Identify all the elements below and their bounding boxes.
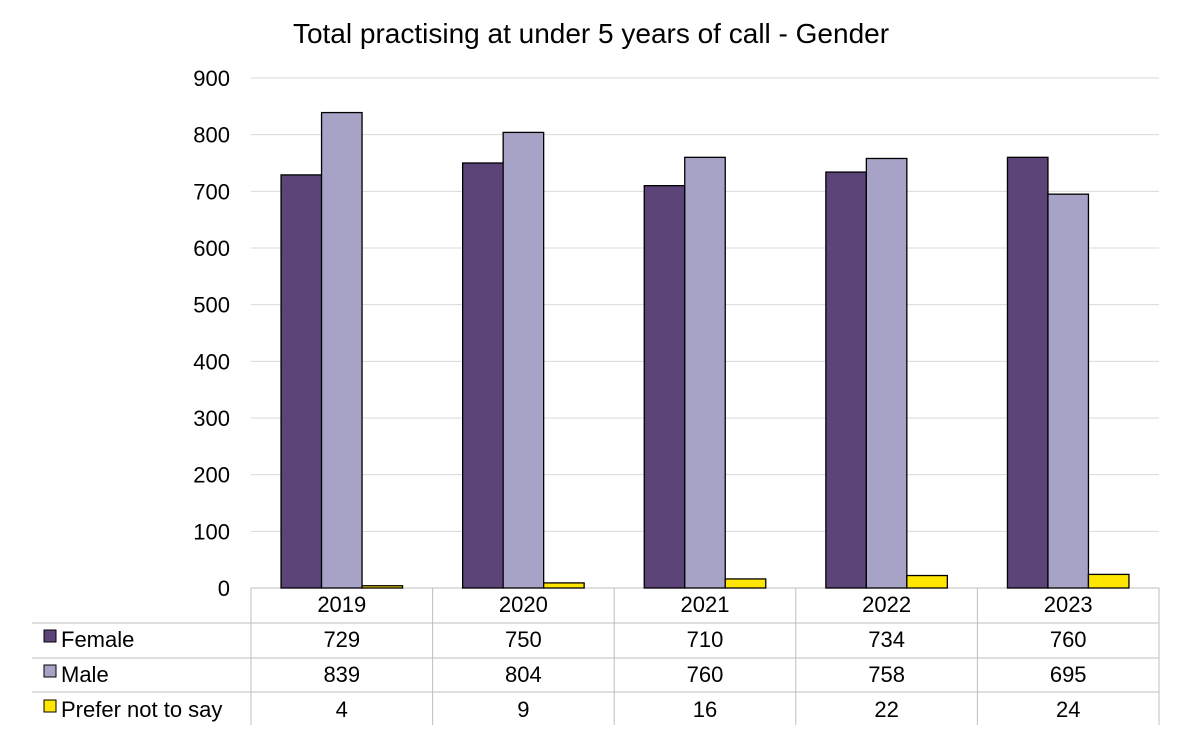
- data-label: 758: [868, 662, 905, 687]
- legend-key-male: [43, 664, 57, 678]
- y-tick-label: 500: [193, 293, 230, 318]
- bar-prefer-not-to-say-2023: [1087, 573, 1130, 589]
- legend-label: Male: [61, 662, 109, 687]
- legend-key-female: [43, 629, 57, 643]
- x-tick-label: 2023: [1044, 592, 1093, 617]
- x-tick-label: 2021: [681, 592, 730, 617]
- data-label: 16: [693, 697, 717, 722]
- bar-prefer-not-to-say-2021: [724, 578, 767, 589]
- y-tick-label: 100: [193, 519, 230, 544]
- data-label: 760: [687, 662, 724, 687]
- y-tick-label: 900: [193, 66, 230, 91]
- data-label: 4: [336, 697, 348, 722]
- bar-female-2022: [825, 171, 867, 589]
- chart-title: Total practising at under 5 years of cal…: [293, 18, 889, 49]
- data-label: 760: [1050, 627, 1087, 652]
- bar-prefer-not-to-say-2020: [543, 582, 585, 589]
- legend-label: Prefer not to say: [61, 697, 222, 722]
- bar-male-2019: [320, 111, 363, 589]
- y-tick-label: 0: [218, 576, 230, 601]
- y-tick-label: 600: [193, 236, 230, 261]
- bar-prefer-not-to-say-2022: [906, 574, 948, 589]
- bar-male-2020: [502, 131, 545, 589]
- bar-male-2021: [684, 156, 726, 589]
- data-label: 804: [505, 662, 542, 687]
- y-tick-label: 400: [193, 349, 230, 374]
- y-tick-label: 800: [193, 123, 230, 148]
- y-tick-label: 700: [193, 179, 230, 204]
- data-label: 710: [687, 627, 724, 652]
- y-axis: 0 100 200 300 400 500 600 700 800 900: [193, 66, 230, 601]
- legend-label: Female: [61, 627, 134, 652]
- data-label: 729: [323, 627, 360, 652]
- bar-female-2019: [280, 174, 323, 589]
- data-label: 750: [505, 627, 542, 652]
- data-label: 839: [323, 662, 360, 687]
- data-label: 734: [868, 627, 905, 652]
- bar-female-2020: [461, 162, 504, 589]
- bar-female-2021: [643, 185, 686, 589]
- data-label: 22: [874, 697, 898, 722]
- y-tick-label: 300: [193, 406, 230, 431]
- data-label: 9: [517, 697, 529, 722]
- bar-male-2022: [865, 157, 908, 589]
- bar-prefer-not-to-say-2019: [361, 585, 404, 589]
- data-table: 2019 2020 2021 2022 2023 Female 729 750 710 734 76…: [32, 588, 1160, 725]
- data-label: 24: [1056, 697, 1080, 722]
- x-tick-label: 2019: [317, 592, 366, 617]
- legend-key-prefer-not-to-say: [43, 699, 57, 713]
- bars: [280, 111, 1130, 589]
- data-label: 695: [1050, 662, 1087, 687]
- bar-female-2023: [1006, 156, 1049, 589]
- y-tick-label: 200: [193, 463, 230, 488]
- x-tick-label: 2020: [499, 592, 548, 617]
- bar-male-2023: [1047, 193, 1090, 589]
- x-tick-label: 2022: [862, 592, 911, 617]
